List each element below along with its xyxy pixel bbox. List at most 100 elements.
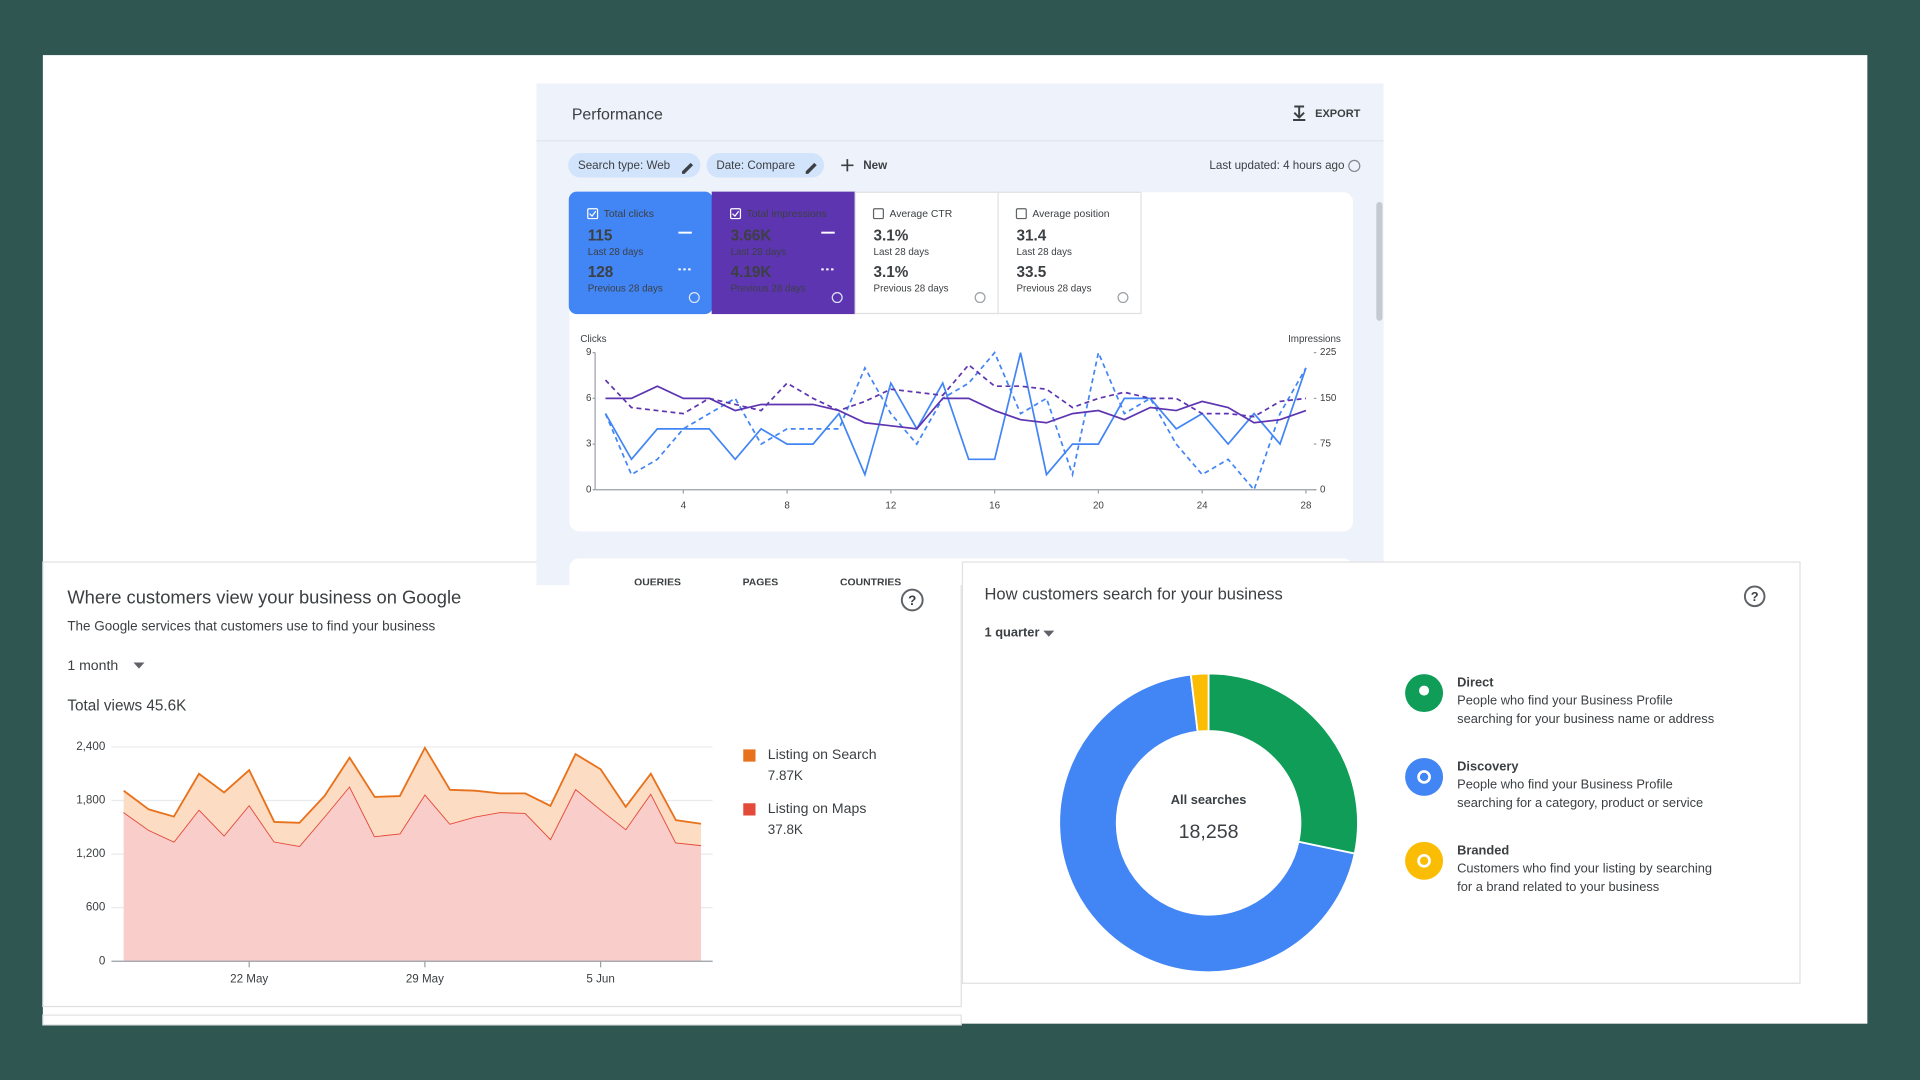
performance-panel: Performance EXPORT Search type: Web Date: C… bbox=[536, 83, 1384, 589]
help-icon[interactable] bbox=[688, 292, 700, 304]
description-line: searching for your business name or addr… bbox=[1457, 711, 1714, 726]
donut-slice bbox=[1058, 673, 1356, 974]
description-line: People who find your Business Profile bbox=[1457, 693, 1673, 708]
legend-description: Customers who find your listing by searc… bbox=[1457, 861, 1712, 894]
dropdown-arrow[interactable] bbox=[1043, 630, 1055, 637]
legend-total: 7.87K bbox=[768, 768, 803, 783]
tab[interactable]: PAGES bbox=[743, 578, 779, 589]
metric-previous-label: Previous 28 days bbox=[874, 284, 949, 295]
help-icon[interactable] bbox=[1348, 159, 1361, 173]
series-line bbox=[605, 385, 1307, 430]
last-updated: Last updated: 4 hours ago bbox=[1209, 159, 1344, 172]
y2-tick-label: 150 bbox=[1320, 393, 1337, 404]
metric-name: Total impressions bbox=[747, 209, 827, 220]
y2-tick-label: 225 bbox=[1320, 347, 1337, 358]
metric-current-label: Last 28 days bbox=[588, 247, 644, 258]
card-title: Where customers view your business on Go… bbox=[67, 587, 461, 608]
description-line: searching for a category, product or ser… bbox=[1457, 795, 1703, 810]
card-title: How customers search for your business bbox=[984, 584, 1282, 603]
help-icon[interactable] bbox=[974, 292, 986, 304]
x-tick-label: 16 bbox=[989, 500, 1000, 511]
metric-current-label: Last 28 days bbox=[1016, 247, 1072, 258]
scrollbar[interactable] bbox=[1376, 202, 1383, 321]
metric-previous: 128 bbox=[588, 264, 614, 281]
x-tick-label: 4 bbox=[681, 500, 687, 511]
metric-name: Average position bbox=[1032, 209, 1109, 220]
metric-previous-label: Previous 28 days bbox=[731, 284, 806, 295]
legend-description: People who find your Business Profile sea… bbox=[1457, 693, 1714, 726]
period-dropdown[interactable]: 1 quarter bbox=[984, 624, 1039, 639]
views-card: Where customers view your business on Go… bbox=[42, 561, 962, 1026]
y-tick-label: 1,200 bbox=[76, 847, 106, 860]
series-line bbox=[604, 352, 1307, 478]
y-tick-label: 1,800 bbox=[76, 794, 106, 807]
metric-name: Total clicks bbox=[604, 209, 654, 220]
edit-icon bbox=[805, 162, 817, 174]
legend-total: 37.8K bbox=[768, 822, 803, 837]
y-tick-label: 9 bbox=[586, 347, 591, 358]
metric-tile[interactable] bbox=[711, 191, 856, 315]
tab[interactable]: COUNTRIES bbox=[840, 578, 901, 589]
legend-description: People who find your Business Profile sea… bbox=[1457, 777, 1703, 810]
new-button[interactable]: New bbox=[863, 159, 888, 172]
help-mark: ? bbox=[908, 593, 916, 608]
series-line bbox=[604, 363, 1307, 418]
x-tick-label: 29 May bbox=[406, 973, 444, 986]
series-line bbox=[604, 349, 1307, 492]
legend-name: Listing on Search bbox=[768, 746, 877, 762]
metric-current: 31.4 bbox=[1016, 227, 1046, 244]
area-line bbox=[123, 745, 702, 825]
plus-icon[interactable] bbox=[841, 159, 854, 172]
export-button[interactable]: EXPORT bbox=[1315, 108, 1361, 120]
description-line: People who find your Business Profile bbox=[1457, 777, 1673, 792]
y-tick-label: 2,400 bbox=[76, 740, 106, 753]
metric-tile[interactable] bbox=[854, 191, 999, 315]
legend-icon bbox=[1405, 841, 1444, 880]
help-icon[interactable] bbox=[1117, 292, 1129, 304]
panel-title: Performance bbox=[572, 106, 663, 123]
tab[interactable]: QUERIES bbox=[634, 578, 681, 589]
filter-label: Date: Compare bbox=[716, 159, 795, 172]
dropdown-arrow[interactable] bbox=[133, 662, 145, 669]
filter-label: Search type: Web bbox=[578, 159, 670, 172]
metric-current: 3.1% bbox=[874, 227, 909, 244]
help-icon[interactable] bbox=[1743, 585, 1766, 608]
y-axis-label: Clicks bbox=[580, 334, 606, 345]
metric-current: 115 bbox=[588, 227, 613, 244]
area bbox=[123, 747, 702, 847]
y-tick-label: 3 bbox=[586, 439, 592, 450]
metric-previous-label: Previous 28 days bbox=[1016, 284, 1091, 295]
filter-chip[interactable] bbox=[706, 153, 825, 178]
y-tick-label: 0 bbox=[586, 484, 592, 495]
export-icon[interactable] bbox=[1293, 105, 1306, 121]
help-icon[interactable] bbox=[900, 588, 924, 612]
y2-axis-label: Impressions bbox=[1288, 334, 1341, 345]
x-tick-label: 24 bbox=[1197, 500, 1208, 511]
legend-name: Branded bbox=[1457, 842, 1509, 857]
legend-name: Discovery bbox=[1457, 759, 1519, 774]
metric-previous: 33.5 bbox=[1016, 264, 1046, 281]
center-value: 18,258 bbox=[1179, 821, 1239, 843]
help-mark: ? bbox=[1751, 589, 1759, 604]
legend-name: Direct bbox=[1457, 675, 1494, 690]
area bbox=[123, 786, 702, 962]
metric-tile[interactable] bbox=[997, 191, 1142, 315]
filter-chip[interactable] bbox=[568, 153, 701, 178]
help-icon[interactable] bbox=[831, 292, 843, 304]
period-dropdown[interactable]: 1 month bbox=[67, 657, 118, 673]
edit-icon bbox=[682, 162, 694, 174]
center-label: All searches bbox=[1171, 792, 1247, 807]
card-subtitle: The Google services that customers use t… bbox=[67, 619, 435, 634]
legend-icon bbox=[1405, 757, 1444, 796]
metric-current-label: Last 28 days bbox=[731, 247, 787, 258]
checkbox bbox=[872, 208, 884, 220]
checkmark bbox=[589, 210, 597, 218]
x-tick-label: 28 bbox=[1301, 500, 1312, 511]
legend-swatch bbox=[743, 803, 756, 816]
metric-current-label: Last 28 days bbox=[874, 247, 930, 258]
checkbox bbox=[1015, 208, 1027, 220]
y-tick-label: 600 bbox=[86, 901, 106, 914]
y2-tick-label: 0 bbox=[1320, 484, 1326, 495]
